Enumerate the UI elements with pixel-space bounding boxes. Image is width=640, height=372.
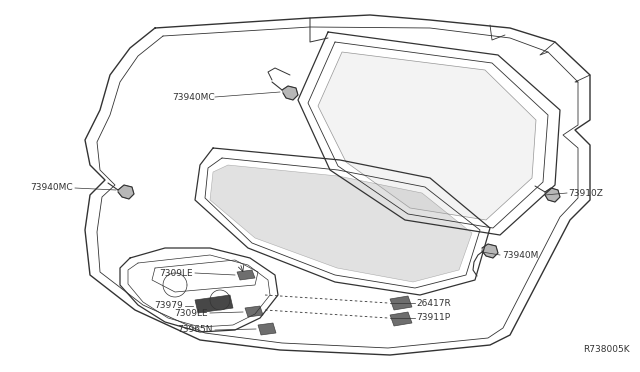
Polygon shape (195, 295, 233, 313)
Polygon shape (318, 52, 536, 220)
Polygon shape (245, 306, 263, 317)
Text: 7309LE: 7309LE (174, 308, 208, 317)
Text: 73911P: 73911P (416, 314, 450, 323)
Text: 73910Z: 73910Z (568, 189, 603, 198)
Text: 73979: 73979 (154, 301, 183, 311)
Text: 73940M: 73940M (502, 250, 538, 260)
Polygon shape (390, 296, 412, 310)
Polygon shape (258, 323, 276, 335)
Text: R738005K: R738005K (584, 345, 630, 354)
Text: 73965N: 73965N (177, 326, 213, 334)
Polygon shape (482, 244, 498, 258)
Text: 73940MC: 73940MC (172, 93, 215, 102)
Polygon shape (237, 270, 255, 280)
Polygon shape (210, 165, 472, 282)
Text: 73940MC: 73940MC (30, 183, 73, 192)
Polygon shape (282, 86, 298, 100)
Polygon shape (118, 185, 134, 199)
Polygon shape (545, 188, 560, 202)
Text: 26417R: 26417R (416, 298, 451, 308)
Polygon shape (390, 312, 412, 326)
Text: 7309LE: 7309LE (159, 269, 193, 278)
